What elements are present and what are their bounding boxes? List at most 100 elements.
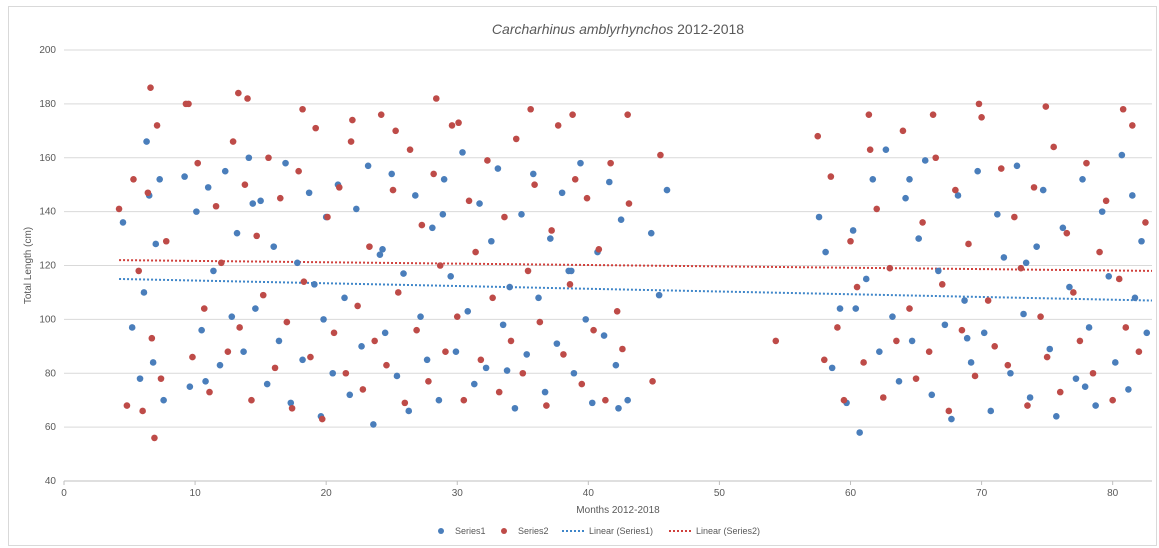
data-point-series2 xyxy=(1122,324,1129,331)
data-point-series2 xyxy=(272,365,279,372)
data-point-series2 xyxy=(998,165,1005,172)
data-point-series1 xyxy=(320,316,327,323)
data-point-series1 xyxy=(582,316,589,323)
data-point-series2 xyxy=(619,346,626,353)
data-point-series1 xyxy=(441,176,448,183)
data-point-series2 xyxy=(147,84,154,91)
data-point-series2 xyxy=(433,95,440,102)
data-point-series1 xyxy=(240,348,247,355)
data-point-series1 xyxy=(994,211,1001,218)
data-point-series1 xyxy=(974,168,981,175)
data-point-series1 xyxy=(202,378,209,385)
data-point-series2 xyxy=(543,402,550,409)
data-point-series1 xyxy=(1129,192,1136,199)
data-point-series2 xyxy=(395,289,402,296)
data-point-series2 xyxy=(407,146,414,153)
data-point-series2 xyxy=(419,222,426,229)
data-point-series1 xyxy=(341,295,348,302)
data-point-series1 xyxy=(358,343,365,350)
data-point-series1 xyxy=(1060,224,1067,231)
data-point-series2 xyxy=(1109,397,1116,404)
data-point-series2 xyxy=(1142,219,1149,226)
data-point-series2 xyxy=(135,268,142,275)
data-point-series1 xyxy=(964,335,971,342)
data-point-series1 xyxy=(453,348,460,355)
data-point-series1 xyxy=(382,330,389,337)
data-point-series2 xyxy=(867,146,874,153)
data-point-series2 xyxy=(194,160,201,167)
data-point-series2 xyxy=(163,238,170,245)
data-point-series2 xyxy=(343,370,350,377)
data-point-series1 xyxy=(512,405,519,412)
data-point-series2 xyxy=(1090,370,1097,377)
data-point-series2 xyxy=(331,330,338,337)
data-point-series2 xyxy=(383,362,390,369)
data-point-series2 xyxy=(461,397,468,404)
data-point-series1 xyxy=(228,313,235,320)
data-point-series1 xyxy=(829,365,836,372)
data-point-series1 xyxy=(1082,383,1089,390)
data-point-series2 xyxy=(154,122,161,129)
data-point-series2 xyxy=(913,375,920,382)
data-point-series1 xyxy=(648,230,655,237)
data-point-series2 xyxy=(185,101,192,108)
y-tick-label: 200 xyxy=(39,45,56,56)
data-point-series2 xyxy=(324,214,331,221)
data-point-series2 xyxy=(893,338,900,345)
data-point-series1 xyxy=(488,238,495,245)
data-point-series2 xyxy=(244,95,251,102)
data-point-series1 xyxy=(1119,152,1126,159)
data-point-series2 xyxy=(1070,289,1077,296)
data-point-series1 xyxy=(816,214,823,221)
y-tick-label: 120 xyxy=(39,261,56,272)
data-point-series1 xyxy=(264,381,271,388)
y-tick-label: 80 xyxy=(45,368,57,379)
data-point-series2 xyxy=(991,343,998,350)
data-point-series2 xyxy=(139,408,146,415)
data-point-series2 xyxy=(295,168,302,175)
data-point-series2 xyxy=(932,154,939,161)
data-point-series2 xyxy=(145,189,152,196)
data-point-series1 xyxy=(656,292,663,299)
data-point-series1 xyxy=(1020,311,1027,318)
data-point-series2 xyxy=(614,308,621,315)
data-point-series1 xyxy=(571,370,578,377)
data-point-series1 xyxy=(160,397,167,404)
data-point-series2 xyxy=(360,386,367,393)
data-point-series1 xyxy=(270,243,277,250)
data-point-series1 xyxy=(542,389,549,396)
data-point-series1 xyxy=(495,165,502,172)
data-point-series1 xyxy=(252,305,259,312)
data-point-series1 xyxy=(1046,346,1053,353)
data-point-series2 xyxy=(478,356,485,363)
data-point-series1 xyxy=(447,273,454,280)
data-point-series1 xyxy=(1112,359,1119,366)
data-point-series1 xyxy=(935,268,942,275)
data-point-series2 xyxy=(1116,276,1123,283)
x-tick-label: 70 xyxy=(976,488,988,499)
data-point-series1 xyxy=(1105,273,1112,280)
data-point-series2 xyxy=(939,281,946,288)
data-point-series2 xyxy=(201,305,208,312)
data-point-series2 xyxy=(1129,122,1136,129)
data-point-series2 xyxy=(959,327,966,334)
data-point-series1 xyxy=(613,362,620,369)
data-point-series2 xyxy=(602,397,609,404)
data-point-series1 xyxy=(1086,324,1093,331)
data-point-series1 xyxy=(568,268,575,275)
data-point-series1 xyxy=(346,392,353,399)
chart-title-rest: 2012-2018 xyxy=(673,21,744,37)
data-point-series1 xyxy=(1092,402,1099,409)
data-point-series2 xyxy=(378,111,385,118)
data-point-series1 xyxy=(181,173,188,180)
data-point-series2 xyxy=(1063,230,1070,237)
data-point-series1 xyxy=(889,313,896,320)
data-point-series2 xyxy=(972,373,979,380)
data-point-series2 xyxy=(366,243,373,250)
data-point-series1 xyxy=(535,295,542,302)
data-point-series2 xyxy=(1120,106,1127,113)
data-point-series2 xyxy=(299,106,306,113)
data-point-series2 xyxy=(537,319,544,326)
data-point-series2 xyxy=(158,375,165,382)
data-point-series1 xyxy=(500,321,507,328)
